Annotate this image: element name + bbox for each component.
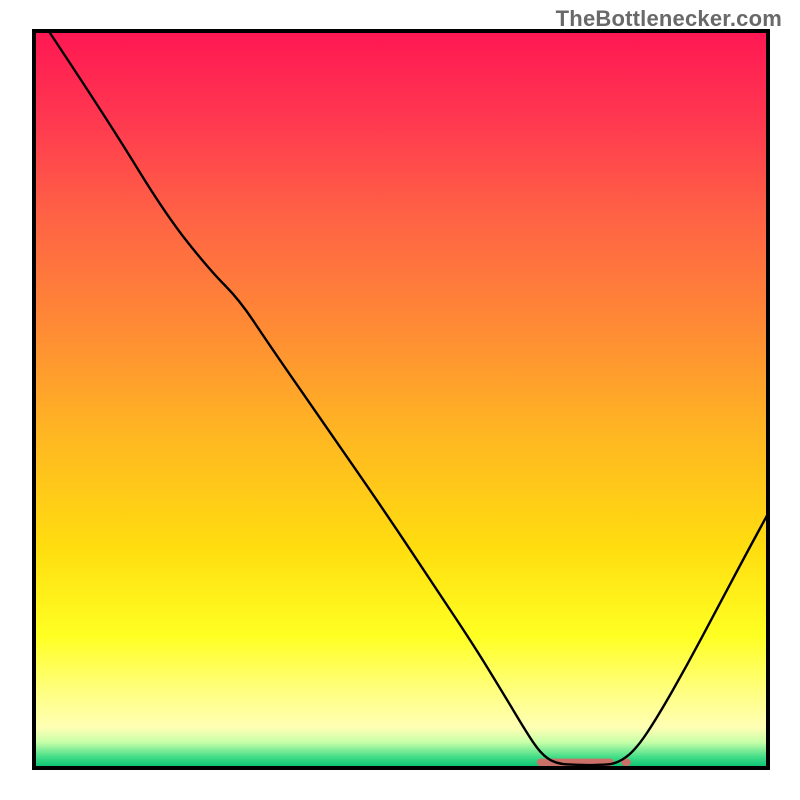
gradient-background bbox=[34, 31, 768, 768]
watermark-text: TheBottlenecker.com bbox=[556, 6, 782, 32]
chart-frame: TheBottlenecker.com bbox=[0, 0, 800, 800]
bottleneck-curve-chart bbox=[0, 0, 800, 800]
